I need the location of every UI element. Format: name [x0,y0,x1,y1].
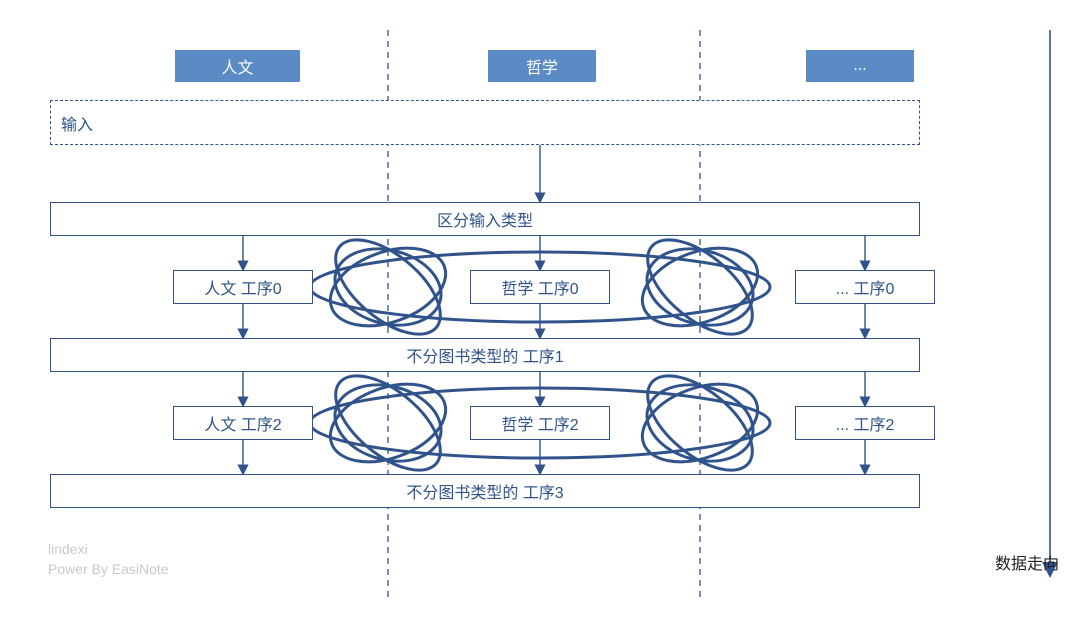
input-box: 输入 [50,100,920,145]
col2-step0-label: 哲学 工序0 [501,275,578,299]
col2-step0: 哲学 工序0 [470,270,610,304]
header-col3-label: ... [853,57,866,75]
col1-step2-label: 人文 工序2 [204,411,281,435]
step1-label: 不分图书类型的 工序1 [406,343,563,367]
col2-step2: 哲学 工序2 [470,406,610,440]
step1-box: 不分图书类型的 工序1 [50,338,920,372]
diagram-svg [0,0,1080,617]
col3-step2-label: ... 工序2 [836,411,895,435]
watermark-line1: lindexi [48,540,169,560]
input-box-label: 输入 [61,111,93,135]
flow-label: 数据走向 [995,550,1059,574]
header-col2-label: 哲学 [526,54,558,78]
diagram-stage: 人文 哲学 ... 输入 区分输入类型 不分图书类型的 工序1 不分图书类型的 … [0,0,1080,617]
watermark-line2: Power By EasiNote [48,560,169,580]
col1-step0: 人文 工序0 [173,270,313,304]
classify-label: 区分输入类型 [437,207,533,231]
col3-step0-label: ... 工序0 [836,275,895,299]
col3-step2: ... 工序2 [795,406,935,440]
header-col3: ... [806,50,914,82]
step3-box: 不分图书类型的 工序3 [50,474,920,508]
header-col2: 哲学 [488,50,596,82]
header-col1-label: 人文 [221,54,253,78]
col1-step0-label: 人文 工序0 [204,275,281,299]
col3-step0: ... 工序0 [795,270,935,304]
watermark: lindexi Power By EasiNote [48,540,169,579]
classify-box: 区分输入类型 [50,202,920,236]
step3-label: 不分图书类型的 工序3 [406,479,563,503]
header-col1: 人文 [175,50,300,82]
col1-step2: 人文 工序2 [173,406,313,440]
col2-step2-label: 哲学 工序2 [501,411,578,435]
